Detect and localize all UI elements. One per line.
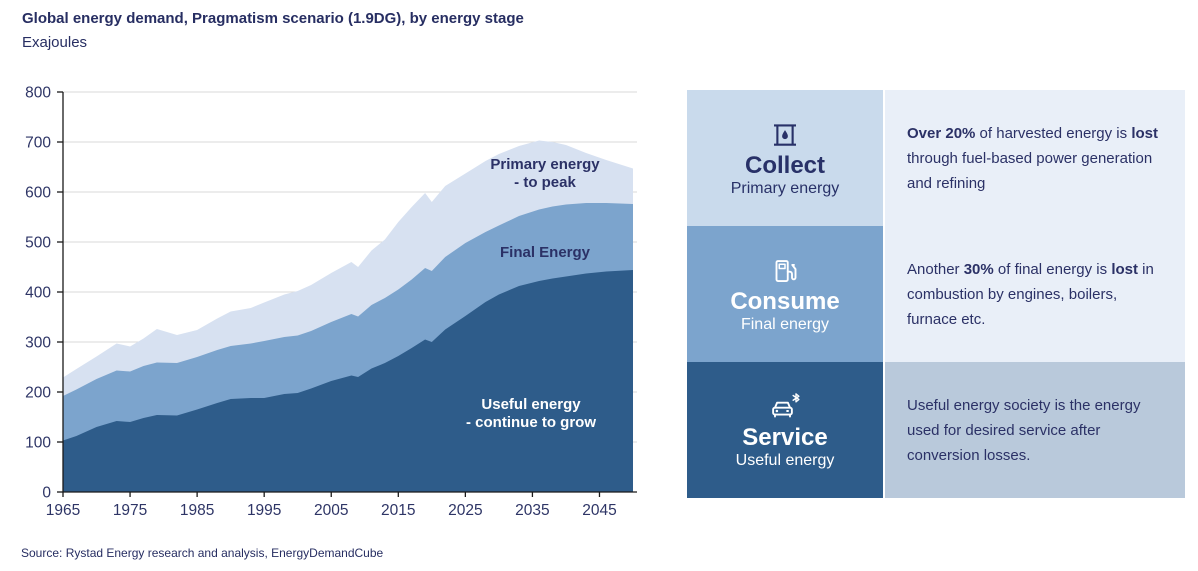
x-tick-label: 1965 [46,502,80,519]
axis-labels: 0 100 200 300 400 500 600 700 800 1965 1975 1985 199… [25,85,617,520]
annotation-primary-energy: Primary energy - to peak [450,156,640,192]
energy-stage-panel: Collect Primary energy Over 20% of harve… [687,90,1185,498]
stage-tile-consume: Consume Final energy [687,226,883,362]
annotation-line: - continue to grow [466,414,596,431]
source-note: Source: Rystad Energy research and analy… [21,546,384,560]
annotation-line: Final Energy [499,244,591,261]
stage-energy-service: Useful energy [735,452,835,469]
x-tick-label: 1995 [247,502,281,519]
y-tick-label: 300 [25,335,51,352]
y-tick-label: 500 [25,235,51,252]
page-title: Global energy demand, Pragmatism scenari… [22,10,524,27]
stage-energy-consume: Final energy [740,316,830,333]
y-tick-label: 100 [25,435,51,452]
annotation-line: - to peak [514,174,576,191]
stage-title-collect: Collect [744,152,825,179]
energy-stage-row-service: Service Useful energy Useful energy soci… [687,362,1185,498]
y-tick-label: 700 [25,135,51,152]
x-tick-label: 2005 [314,502,348,519]
page-subtitle: Exajoules [22,34,88,51]
stage-title-consume: Consume [730,288,840,315]
y-tick-label: 200 [25,385,51,402]
annotation-useful-energy: Useful energy - continue to grow [425,396,637,432]
connected-car-icon [768,390,802,422]
axes [57,91,637,497]
energy-demand-stacked-area-chart: 0 100 200 300 400 500 600 700 800 1965 1975 1985 199… [25,85,637,520]
stage-description-collect: Over 20% of harvested energy is lost thr… [885,90,1185,226]
oil-barrel-icon [770,118,800,150]
y-tick-label: 600 [25,185,51,202]
x-tick-label: 2045 [582,502,616,519]
stage-tile-service: Service Useful energy [687,362,883,498]
stage-description-consume: Another 30% of final energy is lost in c… [885,226,1185,362]
stage-energy-collect: Primary energy [730,180,840,197]
stage-description-service: Useful energy society is the energy used… [885,362,1185,498]
x-tick-label: 2015 [381,502,415,519]
annotation-line: Primary energy [490,156,600,173]
x-tick-label: 2025 [448,502,482,519]
energy-stage-row-collect: Collect Primary energy Over 20% of harve… [687,90,1185,226]
energy-stage-row-consume: Consume Final energy Another 30% of fina… [687,226,1185,362]
x-tick-label: 1985 [180,502,214,519]
y-tick-label: 800 [25,85,51,102]
stacked-areas [63,140,633,492]
annotation-line: Useful energy [481,396,581,413]
fuel-pump-icon [770,254,800,286]
x-tick-label: 1975 [113,502,147,519]
y-tick-label: 0 [42,485,51,502]
stage-tile-collect: Collect Primary energy [687,90,883,226]
x-tick-label: 2035 [515,502,549,519]
annotation-final-energy: Final Energy [450,244,640,262]
stage-title-service: Service [742,424,828,451]
area-useful-energy [63,270,633,492]
y-tick-label: 400 [25,285,51,302]
